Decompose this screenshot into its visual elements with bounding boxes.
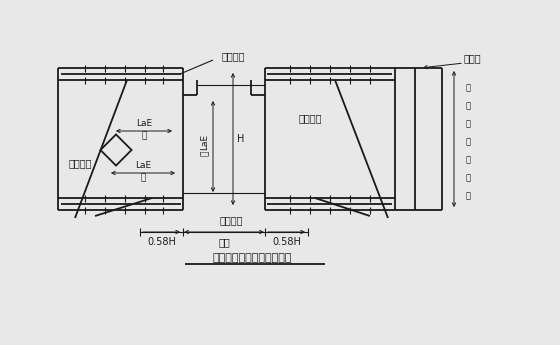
Text: 承台下筋: 承台下筋: [220, 215, 242, 225]
Text: 承台上筋: 承台上筋: [221, 51, 245, 61]
Text: 井宽: 井宽: [218, 237, 230, 247]
Text: 筋: 筋: [200, 151, 209, 156]
Text: 胡: 胡: [141, 174, 146, 183]
Text: 基础顶: 基础顶: [463, 53, 481, 63]
Text: LaE: LaE: [200, 134, 209, 150]
Text: H: H: [237, 134, 245, 144]
Text: 深: 深: [465, 191, 470, 200]
Text: 承: 承: [465, 156, 470, 165]
Text: 0.58H: 0.58H: [272, 237, 301, 247]
Text: 桩: 桩: [465, 83, 470, 92]
Text: 承台中井坑配筋示意（一）: 承台中井坑配筋示意（一）: [212, 253, 292, 263]
Bar: [100, 135, 132, 166]
Text: 嵌: 嵌: [465, 119, 470, 128]
Text: 0.58H: 0.58H: [147, 237, 176, 247]
Text: 胡: 胡: [141, 131, 147, 140]
Text: 入: 入: [465, 138, 470, 147]
Text: 承台上筋: 承台上筋: [298, 113, 322, 123]
Text: 承台下筋: 承台下筋: [68, 158, 92, 168]
Text: LaE: LaE: [135, 161, 151, 170]
Text: LaE: LaE: [136, 119, 152, 128]
Text: 台: 台: [465, 174, 470, 183]
Text: 顶: 顶: [465, 101, 470, 110]
